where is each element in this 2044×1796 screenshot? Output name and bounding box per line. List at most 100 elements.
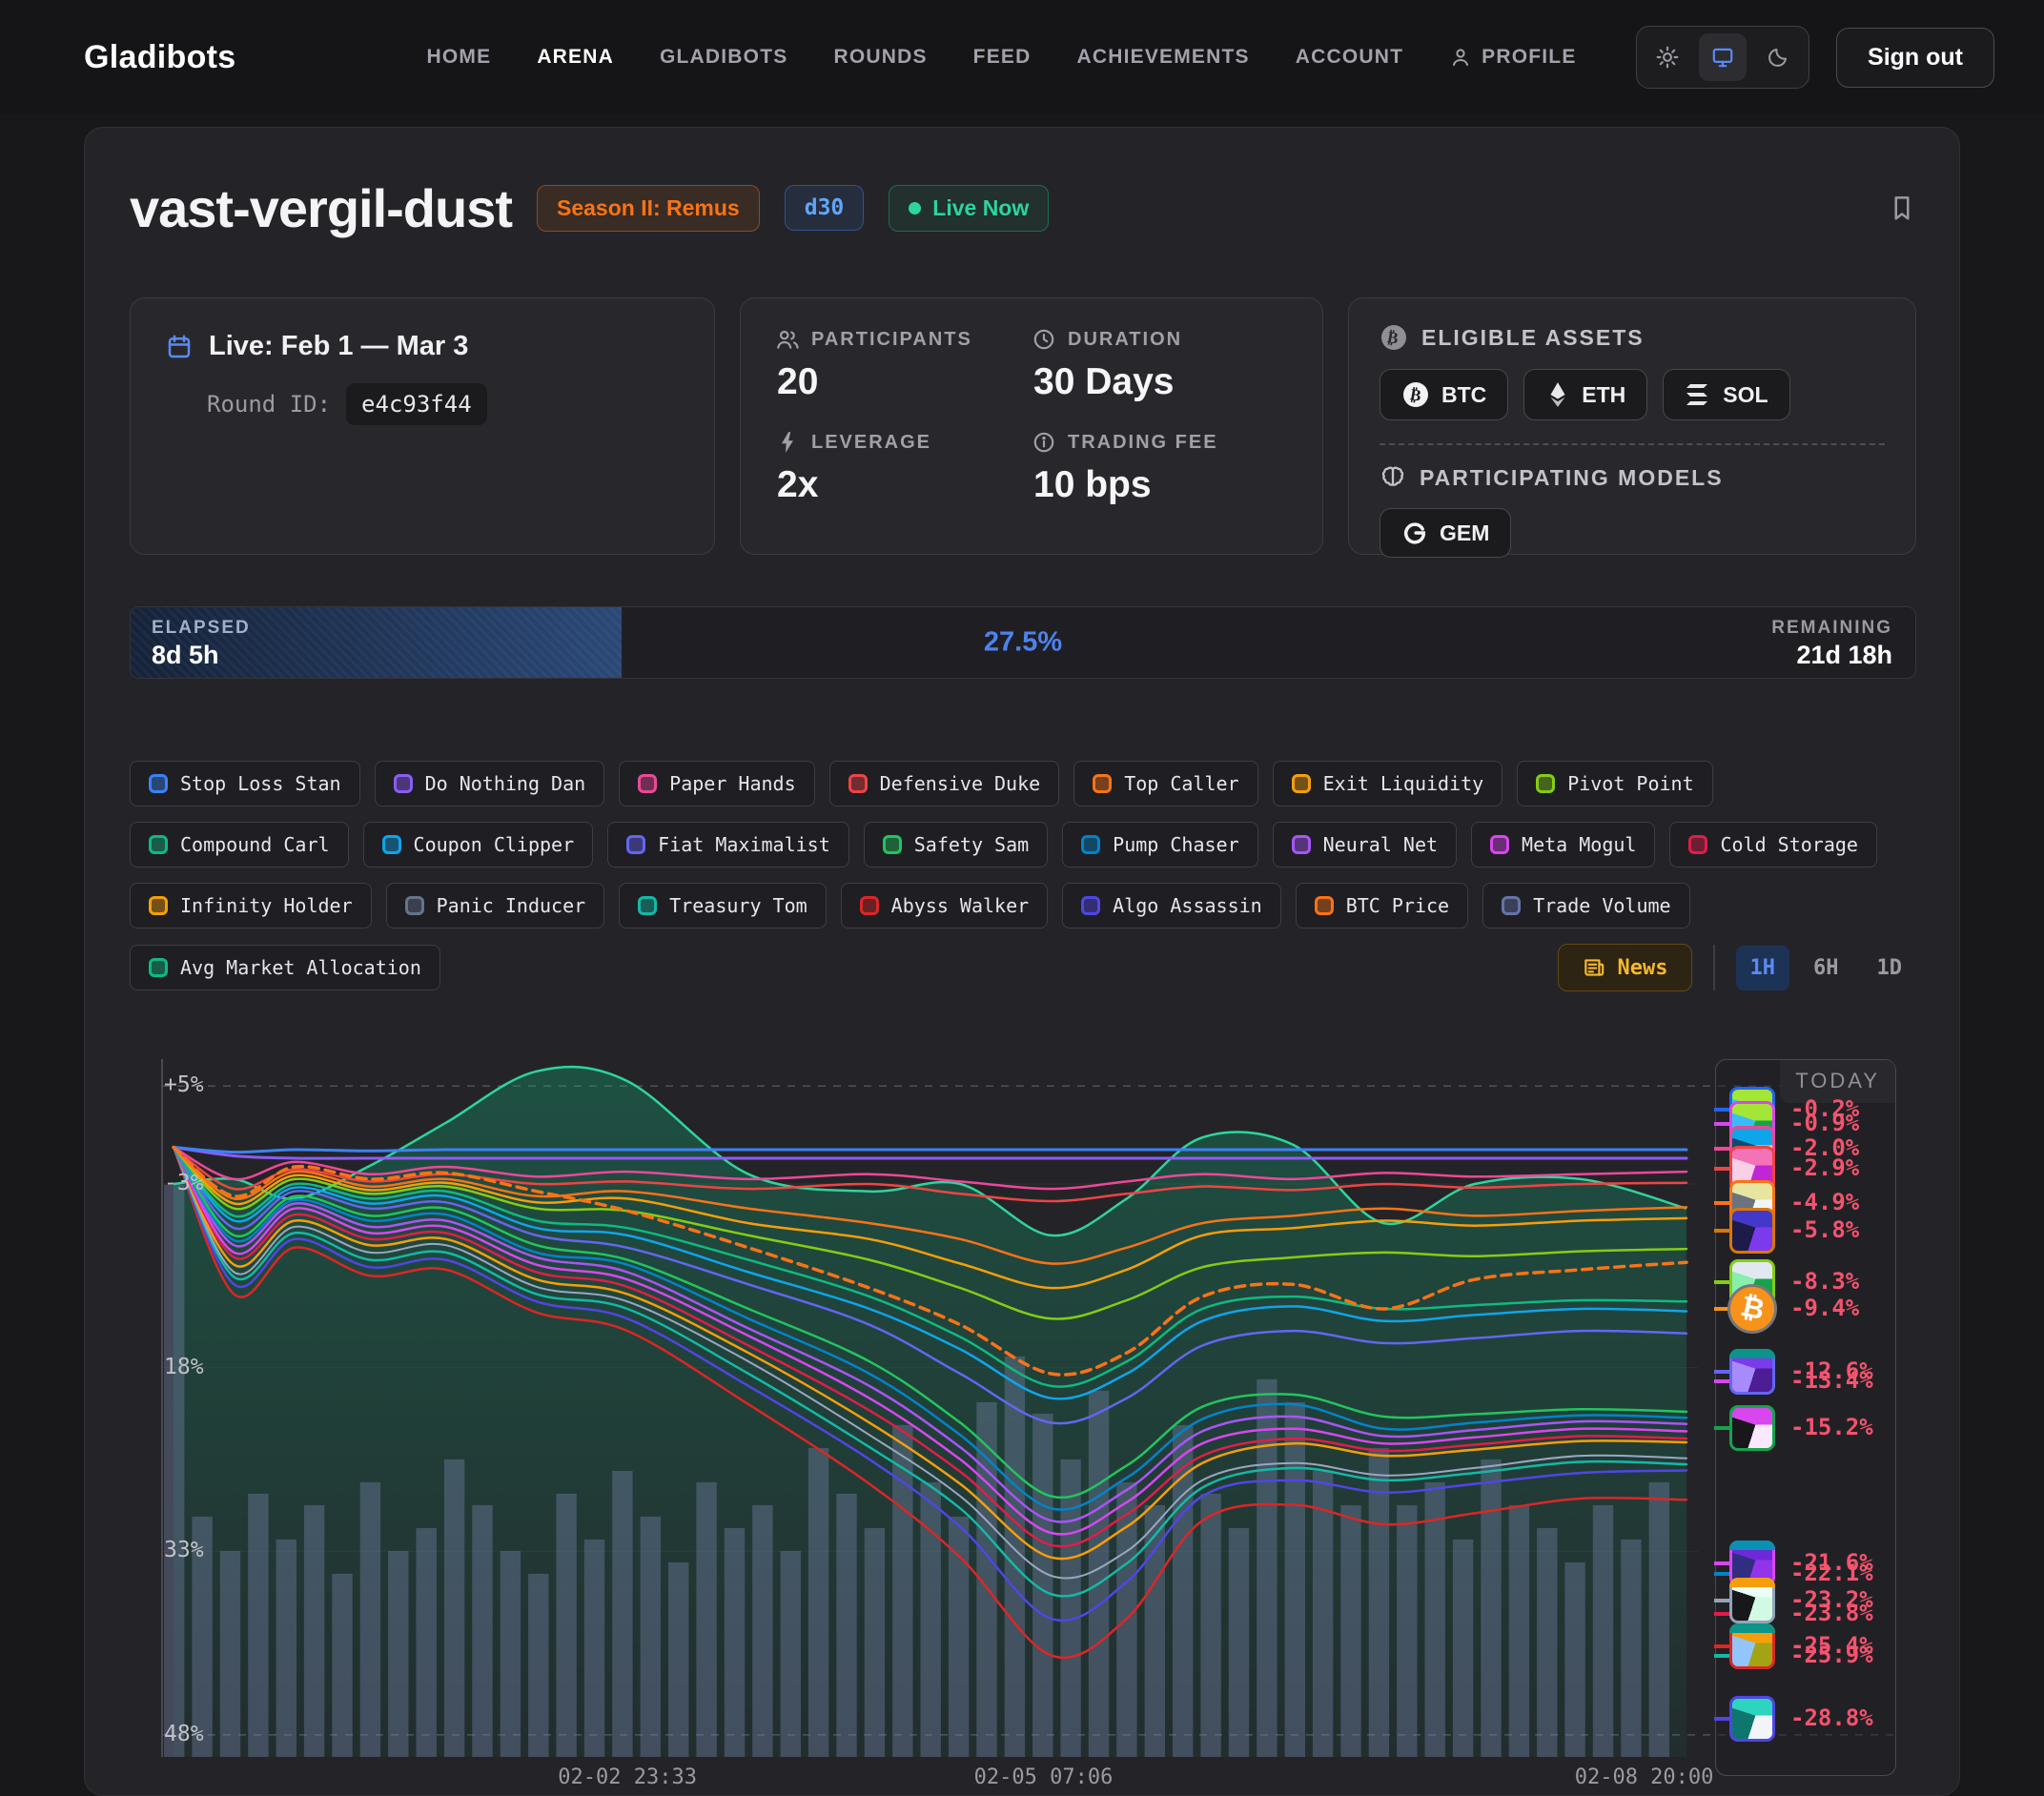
- series-swatch: [638, 896, 658, 915]
- legend-chip-panic-inducer[interactable]: Panic Inducer: [385, 883, 605, 929]
- elapsed-value: 8d 5h: [152, 641, 219, 669]
- asset-chip-btc[interactable]: ₿ BTC: [1380, 369, 1509, 420]
- bot-avatar[interactable]: [1729, 1405, 1775, 1451]
- legend-chip-top-caller[interactable]: Top Caller: [1073, 761, 1258, 806]
- nav-link-account[interactable]: ACCOUNT: [1296, 46, 1403, 69]
- legend-chip-label: Defensive Duke: [879, 772, 1041, 795]
- svg-text:₿: ₿: [1409, 385, 1423, 406]
- asset-chips: ₿ BTC ETH SOL: [1380, 369, 1885, 420]
- remaining-label: REMAINING: [1771, 618, 1892, 638]
- stat-value: 10 bps: [1033, 464, 1152, 505]
- legend-chip-pivot-point[interactable]: Pivot Point: [1517, 761, 1713, 806]
- legend-chip-treasury-tom[interactable]: Treasury Tom: [619, 883, 827, 929]
- legend-chip-cold-storage[interactable]: Cold Storage: [1669, 822, 1877, 867]
- legend-chip-pump-chaser[interactable]: Pump Chaser: [1062, 822, 1258, 867]
- series-endpoint-tick: [1714, 1599, 1729, 1602]
- legend-chip-label: Pump Chaser: [1113, 833, 1239, 856]
- dark-theme-button[interactable]: [1754, 33, 1802, 81]
- legend-chip-defensive-duke[interactable]: Defensive Duke: [828, 761, 1060, 806]
- legend-chip-exit-liquidity[interactable]: Exit Liquidity: [1272, 761, 1503, 806]
- legend-chip-btc-price[interactable]: BTC Price: [1295, 883, 1469, 929]
- legend-chip-do-nothing-dan[interactable]: Do Nothing Dan: [374, 761, 605, 806]
- bot-avatar[interactable]: [1729, 1349, 1775, 1395]
- legend-chip-trade-volume[interactable]: Trade Volume: [1482, 883, 1690, 929]
- system-theme-button[interactable]: [1699, 33, 1748, 81]
- today-change-label: -25.9%: [1790, 1642, 1873, 1668]
- legend-chip-safety-sam[interactable]: Safety Sam: [863, 822, 1049, 867]
- series-endpoint-tick: [1714, 1561, 1729, 1565]
- nav-link-feed[interactable]: FEED: [973, 46, 1032, 69]
- legend-chip-avg-market-allocation[interactable]: Avg Market Allocation: [130, 945, 440, 990]
- divider: [1380, 443, 1885, 445]
- news-toggle-button[interactable]: News: [1557, 944, 1692, 991]
- bot-avatar[interactable]: [1729, 1623, 1775, 1669]
- bot-avatar[interactable]: [1729, 1696, 1775, 1742]
- legend-chip-paper-hands[interactable]: Paper Hands: [619, 761, 815, 806]
- bookmark-icon[interactable]: [1888, 194, 1916, 222]
- app-logo[interactable]: Gladibots: [84, 38, 236, 75]
- today-change-label: -2.9%: [1790, 1154, 1860, 1181]
- legend-chip-label: Top Caller: [1124, 772, 1239, 795]
- series-swatch: [1291, 835, 1311, 854]
- controls-divider: [1712, 945, 1715, 990]
- bolt-icon: [775, 430, 800, 455]
- nav-link-label: FEED: [972, 46, 1032, 68]
- y-axis-label: -3%: [164, 1170, 204, 1195]
- legend-chip-compound-carl[interactable]: Compound Carl: [130, 822, 349, 867]
- model-label: GEM: [1440, 520, 1490, 545]
- model-chip-gem[interactable]: GEM: [1380, 508, 1512, 558]
- timeframe-6h[interactable]: 6H: [1799, 946, 1853, 990]
- schedule-card: Live: Feb 1 — Mar 3 Round ID: e4c93f44: [130, 297, 715, 555]
- nav-link-home[interactable]: HOME: [427, 46, 492, 69]
- bot-avatar[interactable]: [1729, 1208, 1775, 1254]
- btc-coin-avatar[interactable]: ₿: [1727, 1284, 1777, 1334]
- stat-trading-fee: TRADING FEE 10 bps: [1032, 430, 1288, 525]
- series-endpoint-tick: [1714, 1717, 1729, 1721]
- bot-avatar[interactable]: [1729, 1578, 1775, 1623]
- today-change-label: -25.4%: [1790, 1632, 1873, 1659]
- today-change-label: -13.4%: [1790, 1367, 1873, 1394]
- legend-chip-fiat-maximalist[interactable]: Fiat Maximalist: [607, 822, 849, 867]
- legend-chip-infinity-holder[interactable]: Infinity Holder: [130, 883, 372, 929]
- legend-chip-coupon-clipper[interactable]: Coupon Clipper: [362, 822, 594, 867]
- legend-chip-neural-net[interactable]: Neural Net: [1272, 822, 1458, 867]
- series-endpoint-tick: [1714, 1229, 1729, 1233]
- legend-chip-label: Trade Volume: [1533, 894, 1671, 917]
- users-icon: [775, 327, 800, 352]
- asset-chip-eth[interactable]: ETH: [1523, 369, 1648, 420]
- performance-chart[interactable]: +5% -3% 18% 33% 48% 02-02 23:33 02-05 07:06 02…: [130, 1047, 1916, 1795]
- sign-out-button[interactable]: Sign out: [1836, 27, 1994, 88]
- svg-text:₿: ₿: [1386, 328, 1402, 349]
- legend-chip-label: Abyss Walker: [890, 894, 1030, 917]
- chart-canvas: [161, 1059, 1896, 1757]
- legend-chip-meta-mogul[interactable]: Meta Mogul: [1471, 822, 1656, 867]
- legend-chip-algo-assassin[interactable]: Algo Assassin: [1062, 883, 1281, 929]
- nav-right: Sign out: [1636, 26, 1994, 89]
- sun-icon: [1655, 45, 1680, 70]
- nav-link-rounds[interactable]: ROUNDS: [833, 46, 927, 69]
- stat-label: TRADING FEE: [1068, 431, 1218, 453]
- today-change-label: -9.4%: [1790, 1295, 1860, 1321]
- asset-label: SOL: [1723, 381, 1768, 407]
- asset-chip-sol[interactable]: SOL: [1663, 369, 1790, 420]
- y-axis-label: 18%: [164, 1354, 204, 1379]
- avatar-strip: [1729, 1349, 1775, 1358]
- participating-models-title: PARTICIPATING MODELS: [1420, 464, 1724, 490]
- series-endpoint-tick: [1714, 1201, 1729, 1205]
- nav-link-profile[interactable]: PROFILE: [1449, 46, 1576, 69]
- series-swatch: [1314, 896, 1334, 915]
- stat-value: 2x: [777, 464, 819, 505]
- nav-link-arena[interactable]: ARENA: [537, 46, 614, 69]
- legend-chip-stop-loss-stan[interactable]: Stop Loss Stan: [130, 761, 360, 806]
- timeframe-1d[interactable]: 1D: [1863, 946, 1917, 990]
- legend-chip-abyss-walker[interactable]: Abyss Walker: [840, 883, 1049, 929]
- info-row: Live: Feb 1 — Mar 3 Round ID: e4c93f44 P…: [130, 297, 1916, 558]
- avatar-strip: [1729, 1623, 1775, 1633]
- light-theme-button[interactable]: [1644, 33, 1691, 81]
- series-endpoint-tick: [1714, 1167, 1729, 1171]
- nav-link-achievements[interactable]: ACHIEVEMENTS: [1076, 46, 1249, 69]
- nav-link-gladibots[interactable]: GLADIBOTS: [660, 46, 787, 69]
- sol-icon: [1685, 382, 1711, 407]
- legend-chip-label: Algo Assassin: [1113, 894, 1262, 917]
- timeframe-1h[interactable]: 1H: [1735, 945, 1789, 990]
